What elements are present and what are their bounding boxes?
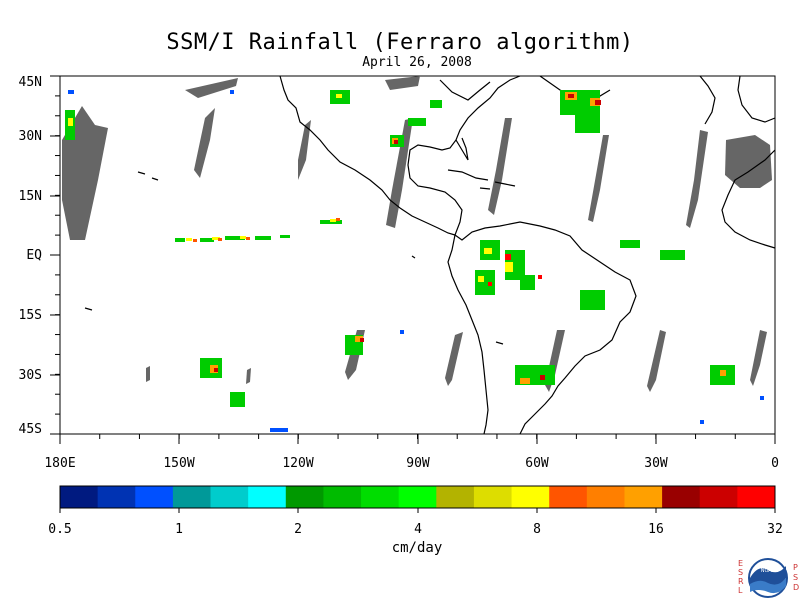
colorbar-label-0-5: 0.5: [48, 522, 72, 537]
colorbar-swatch: [624, 486, 663, 508]
colorbar-label-1: 1: [175, 522, 183, 537]
colorbar: [59, 485, 776, 513]
colorbar-swatch: [323, 486, 362, 508]
logo-center-text: NOAA: [761, 568, 776, 574]
colorbar-swatch: [135, 486, 174, 508]
lat-label-15s: 15S: [18, 308, 42, 323]
noaa-esrl-logo: E S R L P S D NOAA: [738, 558, 799, 598]
lat-label-45n: 45N: [18, 75, 42, 90]
colorbar-swatch: [511, 486, 550, 508]
minor-ticks: [55, 75, 776, 439]
lat-label-eq: EQ: [26, 248, 42, 263]
lon-label-60w: 60W: [525, 456, 549, 471]
colorbar-swatch: [436, 486, 475, 508]
logo-letter-p: P: [793, 563, 798, 572]
colorbar-swatch: [60, 486, 99, 508]
coastlines: [84, 75, 776, 435]
lon-label-30w: 30W: [644, 456, 668, 471]
colorbar-units: cm/day: [391, 540, 443, 556]
colorbar-swatch: [662, 486, 701, 508]
colorbar-swatch: [549, 486, 588, 508]
colorbar-swatch: [97, 486, 136, 508]
colorbar-swatch: [285, 486, 324, 508]
colorbar-swatch: [248, 486, 287, 508]
colorbar-label-16: 16: [648, 522, 664, 537]
lat-label-30s: 30S: [18, 368, 42, 383]
colorbar-swatch: [586, 486, 625, 508]
colorbar-label-4: 4: [414, 522, 422, 537]
lat-label-45s: 45S: [18, 422, 42, 437]
colorbar-swatch: [473, 486, 513, 508]
lat-label-15n: 15N: [18, 189, 42, 204]
colorbar-label-2: 2: [294, 522, 302, 537]
colorbar-swatch: [699, 486, 738, 508]
colorbar-swatch: [210, 486, 249, 508]
lat-label-30n: 30N: [18, 129, 42, 144]
colorbar-swatch: [361, 486, 400, 508]
chart-title: SSM/I Rainfall (Ferraro algorithm): [166, 30, 634, 55]
rainfall-patches: [65, 90, 764, 432]
colorbar-label-32: 32: [767, 522, 783, 537]
lon-label-180e: 180E: [44, 456, 76, 471]
lon-label-150w: 150W: [163, 456, 195, 471]
logo-letter-d: D: [793, 583, 799, 592]
logo-letter-r: R: [738, 577, 744, 586]
lon-label-90w: 90W: [406, 456, 430, 471]
lon-label-0: 0: [771, 456, 779, 471]
colorbar-swatch: [172, 486, 212, 508]
logo-letter-l: L: [738, 586, 743, 595]
colorbar-label-8: 8: [533, 522, 541, 537]
logo-letter-e: E: [738, 559, 743, 568]
logo-letter-s: S: [738, 568, 743, 577]
missing-data-swaths: [62, 76, 772, 392]
chart-date: April 26, 2008: [362, 55, 472, 70]
colorbar-swatch: [398, 486, 437, 508]
lon-label-120w: 120W: [282, 456, 314, 471]
colorbar-swatch: [737, 486, 776, 508]
logo-letter-s2: S: [793, 573, 798, 582]
